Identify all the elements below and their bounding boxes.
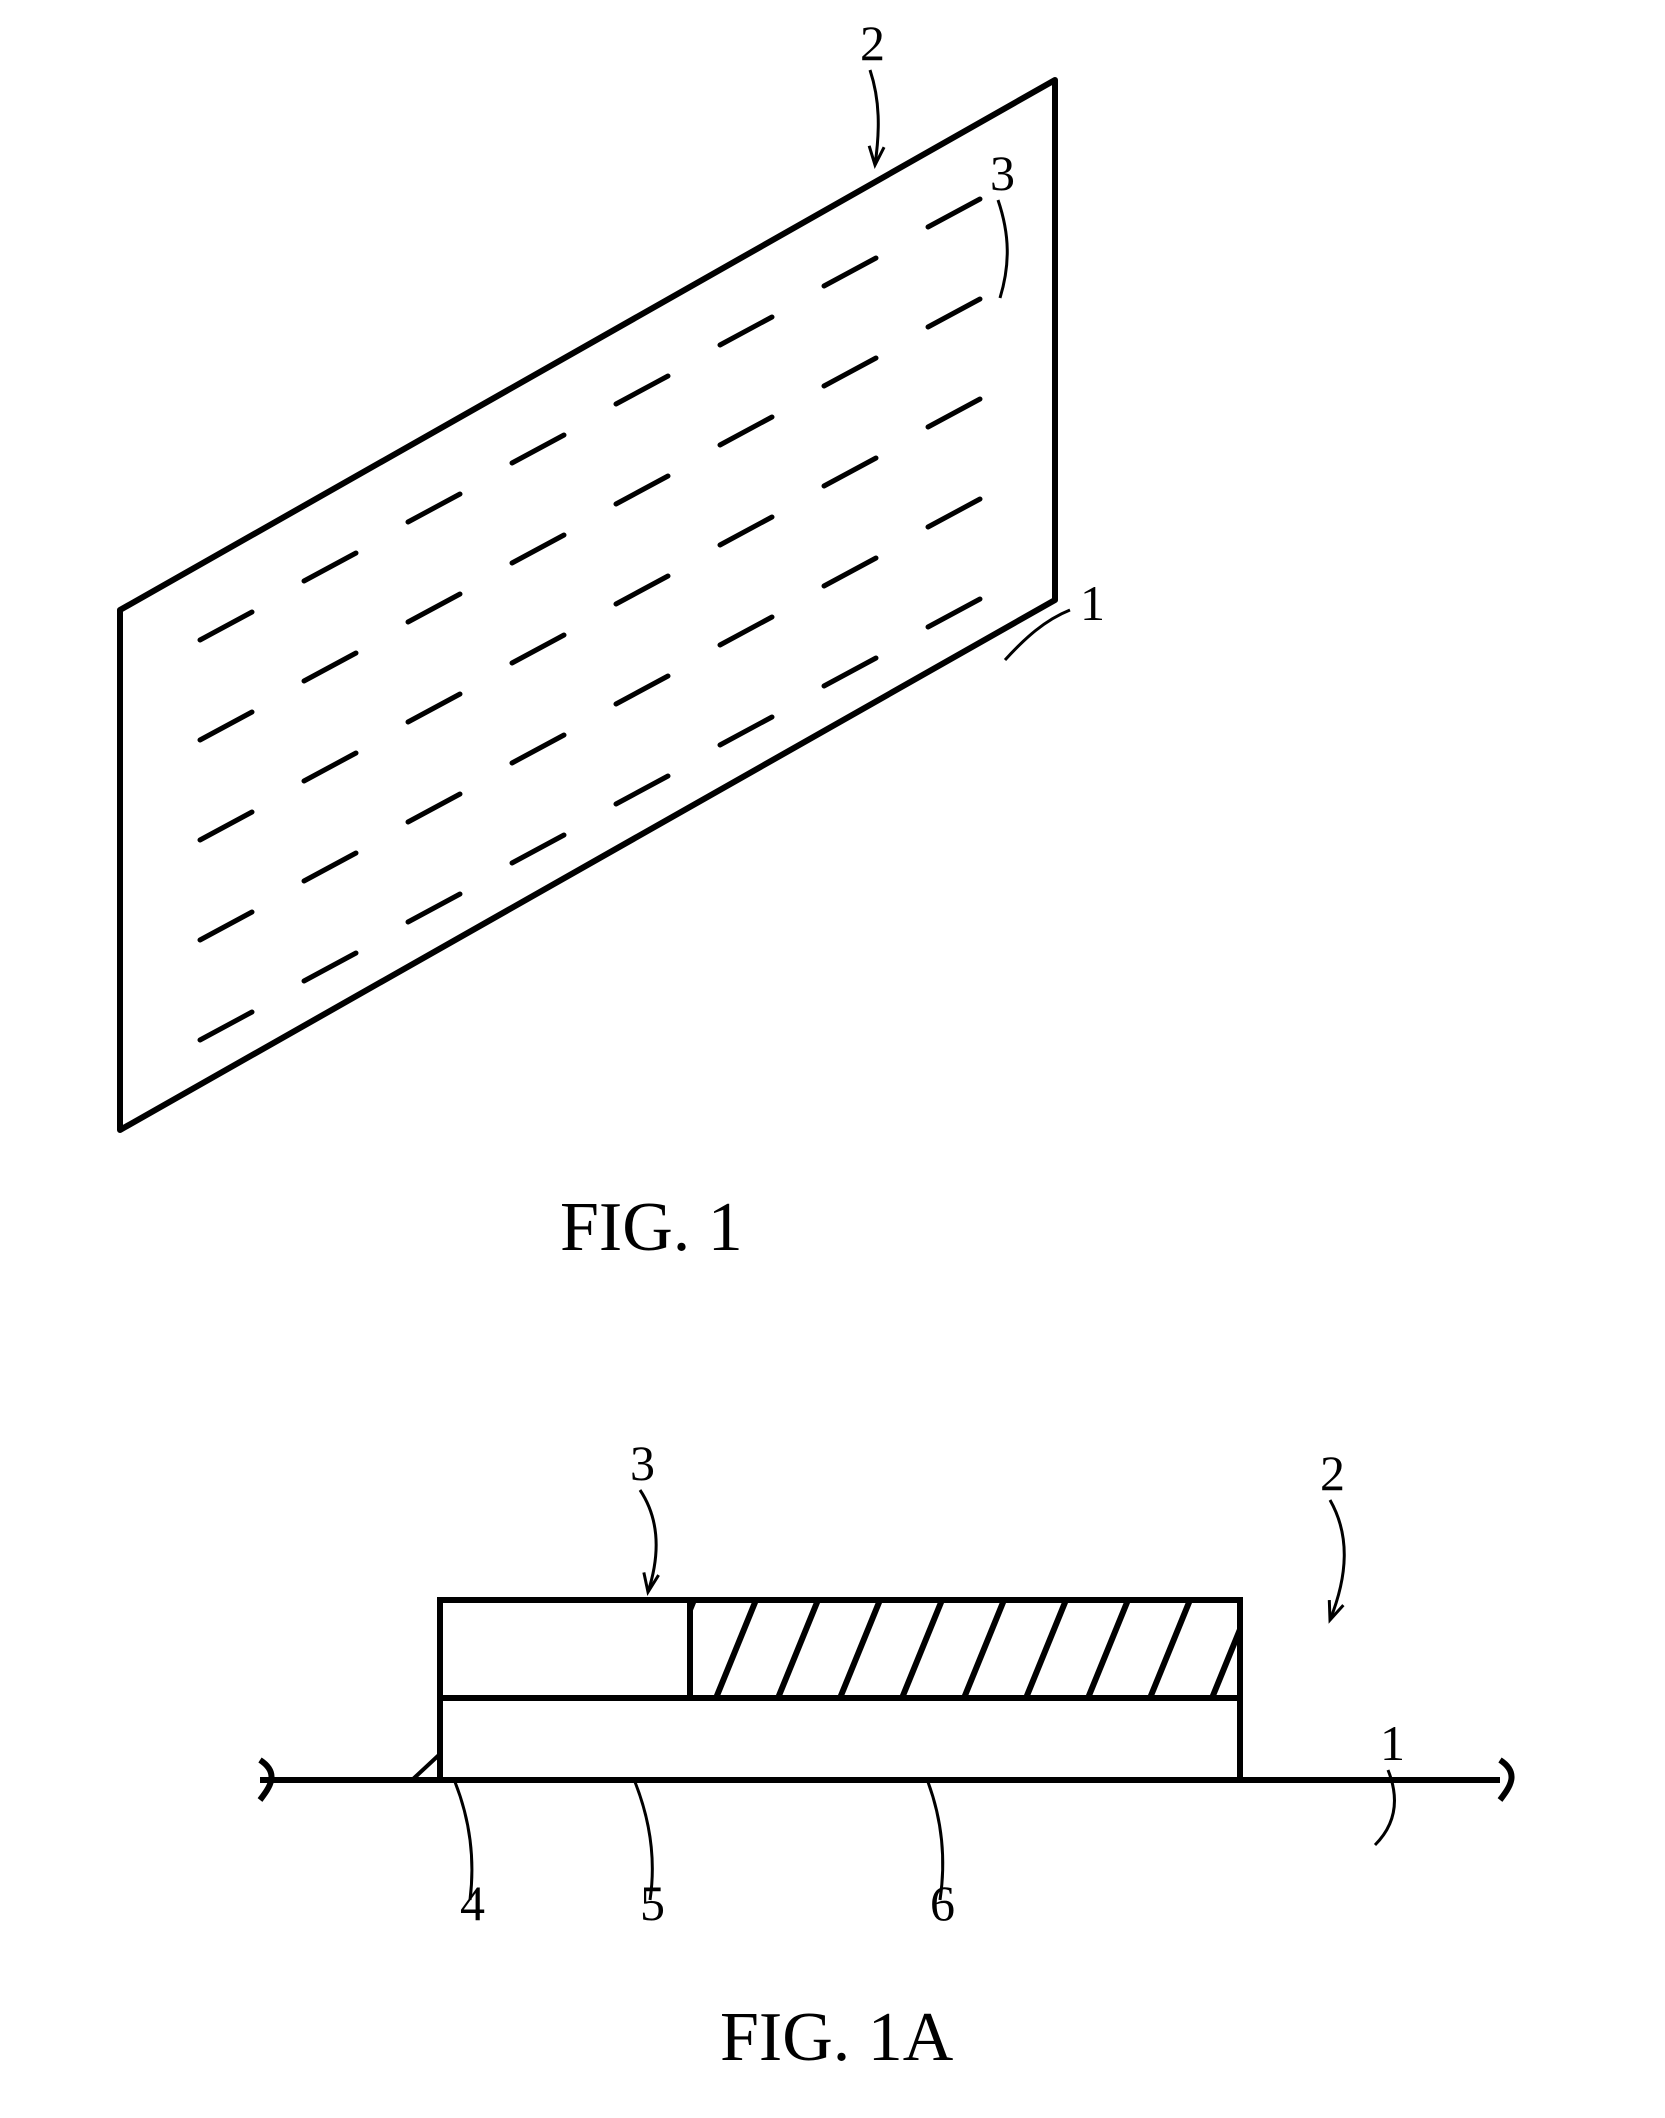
surface-dash	[200, 612, 252, 640]
surface-dash	[408, 594, 460, 622]
surface-dash	[512, 735, 564, 763]
layer-lower-foot	[412, 1754, 440, 1780]
fig1-label-3-lead	[998, 200, 1007, 298]
surface-dash	[928, 499, 980, 527]
surface-dash	[720, 617, 772, 645]
surface-dash	[616, 676, 668, 704]
fig1-label-1: 1	[1080, 575, 1105, 631]
surface-dash	[408, 494, 460, 522]
surface-dash	[720, 417, 772, 445]
fig1a-label-3: 3	[630, 1435, 655, 1491]
surface-dash	[512, 535, 564, 563]
layer-lower	[440, 1698, 1240, 1780]
surface-dash	[512, 635, 564, 663]
figure-1a-caption: FIG. 1A	[720, 1999, 954, 2076]
surface-dash	[304, 553, 356, 581]
surface-dash	[408, 894, 460, 922]
surface-dash	[824, 258, 876, 286]
figure-1	[120, 70, 1070, 1130]
surface-dash	[304, 853, 356, 881]
fig1a-label-1: 1	[1380, 1715, 1405, 1771]
surface-dash	[512, 435, 564, 463]
surface-dash	[616, 576, 668, 604]
fig1-label-1-lead	[1005, 610, 1070, 660]
fig1a-label-6: 6	[930, 1875, 955, 1931]
substrate-plate	[120, 80, 1055, 1130]
surface-dash	[928, 599, 980, 627]
fig1a-label-5: 5	[640, 1875, 665, 1931]
block-3	[440, 1600, 690, 1698]
surface-dash	[616, 476, 668, 504]
fig1-label-3: 3	[990, 145, 1015, 201]
fig1-label-2: 2	[860, 15, 885, 71]
break-mark-right	[1500, 1760, 1512, 1800]
surface-dash	[408, 794, 460, 822]
surface-dash	[408, 694, 460, 722]
surface-dash	[720, 517, 772, 545]
surface-dash	[200, 712, 252, 740]
surface-dash	[512, 835, 564, 863]
surface-dash	[824, 558, 876, 586]
figure-1-caption: FIG. 1	[560, 1189, 743, 1266]
surface-dash	[200, 812, 252, 840]
surface-dash	[824, 658, 876, 686]
surface-dash	[720, 317, 772, 345]
surface-dash	[616, 776, 668, 804]
surface-dash	[200, 912, 252, 940]
fig1a-label-3-lead	[640, 1490, 656, 1592]
fig1a-label-2-lead	[1330, 1500, 1344, 1620]
surface-dash	[304, 953, 356, 981]
surface-dash	[928, 199, 980, 227]
surface-dash	[824, 358, 876, 386]
surface-dash	[928, 299, 980, 327]
fig1a-label-4: 4	[460, 1875, 485, 1931]
surface-dash	[824, 458, 876, 486]
surface-dash	[616, 376, 668, 404]
surface-dash	[304, 653, 356, 681]
surface-dash	[304, 753, 356, 781]
surface-dash	[720, 717, 772, 745]
surface-dash	[928, 399, 980, 427]
fig1a-label-2: 2	[1320, 1445, 1345, 1501]
surface-dash	[200, 1012, 252, 1040]
figure-1a	[260, 1490, 1512, 1900]
